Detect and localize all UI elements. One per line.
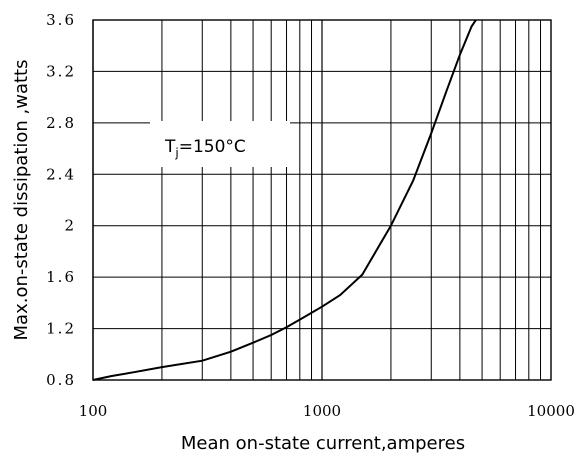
annotation-subscript: j — [174, 146, 178, 160]
x-tick-label: 10000 — [527, 402, 575, 420]
y-tick-label: 2.4 — [46, 165, 76, 183]
y-tick-label: 1.2 — [46, 320, 76, 338]
x-tick-label: 1000 — [303, 402, 341, 420]
y-tick-label: 3.2 — [46, 62, 76, 80]
x-tick-label: 100 — [79, 402, 108, 420]
annotation-main: T — [164, 137, 176, 157]
y-tick-label: 1.6 — [46, 268, 76, 286]
annotation-rest: =150°C — [179, 137, 246, 157]
y-tick-label: 0.8 — [46, 371, 76, 389]
grid — [92, 19, 551, 381]
series-line — [92, 19, 477, 381]
y-tick-label: 2 — [64, 217, 76, 235]
y-tick-label: 2.8 — [46, 114, 76, 132]
y-tick-labels: 0.8 1.2 1.6 2 2.4 2.8 3.2 3.6 — [46, 11, 76, 389]
x-tick-labels: 100 1000 10000 — [79, 402, 575, 420]
annotation-junction-temperature: Tj=150°C — [164, 137, 246, 160]
y-tick-label: 3.6 — [46, 11, 76, 29]
annotation-background — [150, 121, 290, 167]
x-axis-title: Mean on-state current,amperes — [181, 433, 465, 454]
plot-border — [92, 19, 552, 381]
y-axis-title: Max.on-state dissipation ,watts — [11, 60, 32, 341]
